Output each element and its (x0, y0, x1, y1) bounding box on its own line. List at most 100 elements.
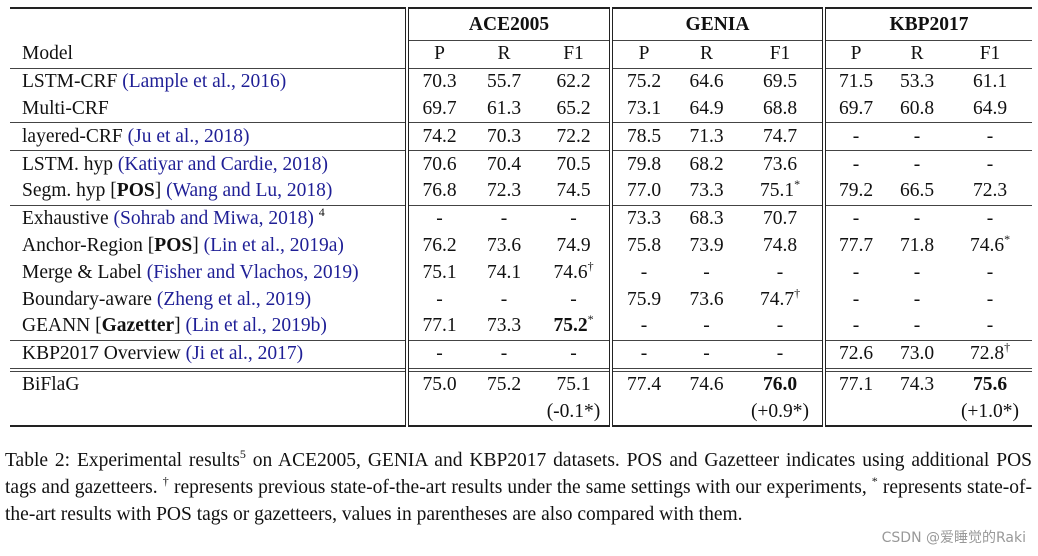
value-cell: 73.3 (470, 313, 538, 340)
value-cell: - (886, 150, 948, 178)
value: 60.8 (899, 97, 935, 119)
value-cell: (-0.1*) (538, 398, 611, 428)
value-cell: (+1.0*) (948, 398, 1032, 428)
metric-header: R (699, 43, 713, 65)
value-cell: 75.1* (738, 178, 824, 205)
significance-mark: † (794, 285, 801, 300)
model-name: Segm. hyp (22, 180, 111, 202)
table-row: (-0.1*) (+0.9*) (+1.0*) (10, 398, 1032, 428)
table-row: GEANN [Gazetter] (Lin et al., 2019b) 77.1… (10, 312, 1032, 341)
model-name: layered-CRF (22, 125, 128, 147)
table-row: layered-CRF (Ju et al., 2018) 74.2 70.3 72.… (10, 122, 1032, 151)
value-cell: 77.0 (609, 177, 675, 206)
value-cell: 79.2 (822, 177, 886, 206)
citation-link[interactable]: (Zheng et al., 2019) (156, 288, 312, 310)
value-cell: 64.9 (948, 96, 1032, 123)
value-cell: 74.8 (738, 233, 824, 260)
value-cell: 70.3 (405, 67, 470, 96)
value: 77.7 (838, 234, 874, 256)
citation-link[interactable]: (Fisher and Vlachos, 2019) (146, 261, 359, 283)
citation-link[interactable]: (Katiyar and Cardie, 2018) (117, 153, 328, 175)
value: - (852, 153, 860, 175)
model-name-cell (10, 398, 407, 428)
citation-link[interactable]: (Sohrab and Miwa, 2018) (113, 208, 314, 230)
table-row: Segm. hyp [POS] (Wang and Lu, 2018) 76.8 7… (10, 177, 1032, 206)
value-cell: - (822, 122, 886, 151)
value: 61.3 (486, 97, 522, 119)
value-cell: 72.3 (470, 178, 538, 205)
value: 75.0 (422, 373, 457, 395)
value: 74.6 (969, 234, 1005, 256)
value-cell: 61.1 (948, 67, 1032, 96)
value-cell: - (822, 150, 886, 178)
citation-link[interactable]: (Lin et al., 2019b) (185, 315, 327, 337)
value-cell: 73.3 (609, 204, 675, 233)
value: - (852, 261, 860, 283)
value: - (703, 315, 710, 337)
value: 73.0 (899, 343, 935, 365)
feature-tag: Gazetter (101, 315, 175, 337)
citation-link[interactable]: (Lample et al., 2016) (122, 71, 287, 93)
value: 70.6 (422, 153, 457, 175)
value: 74.7 (762, 125, 798, 147)
value-cell: - (886, 259, 948, 286)
value: - (703, 261, 710, 283)
value: 53.3 (899, 71, 935, 93)
value-cell: - (948, 150, 1032, 178)
value: - (640, 315, 648, 337)
value-cell (405, 398, 470, 428)
value-cell: - (948, 286, 1032, 313)
value-cell: - (470, 339, 538, 370)
model-name-cell: Anchor-Region [POS] (Lin et al., 2019a) (22, 234, 344, 256)
model-name: Multi-CRF (22, 97, 109, 119)
value: 77.1 (838, 373, 874, 395)
value-cell: 72.2 (538, 122, 611, 151)
value: - (986, 208, 994, 230)
value-cell: 64.6 (675, 67, 738, 96)
value: - (913, 153, 921, 175)
value-cell: - (886, 286, 948, 313)
value-cell: 74.1 (470, 259, 538, 286)
citation-link[interactable]: (Wang and Lu, 2018) (166, 180, 333, 202)
citation-link[interactable]: (Ju et al., 2018) (127, 125, 250, 147)
value: 68.2 (689, 153, 724, 175)
value: - (776, 343, 784, 365)
model-name: BiFlaG (22, 373, 80, 395)
group-header-kbp2017: KBP2017 (822, 7, 1032, 41)
value-cell: - (822, 312, 886, 341)
value: 73.6 (486, 234, 522, 256)
value: 68.8 (762, 97, 798, 119)
value: 77.1 (422, 315, 457, 337)
citation-link[interactable]: (Lin et al., 2019a) (203, 234, 344, 256)
value: - (913, 261, 921, 283)
value: - (913, 208, 921, 230)
value: - (436, 208, 443, 230)
value: - (986, 261, 994, 283)
value: 73.3 (689, 180, 724, 202)
group-header-ace2005: ACE2005 (405, 7, 611, 41)
value-cell: 75.9 (609, 286, 675, 313)
value: 74.3 (899, 373, 935, 395)
value-cell: 76.8 (405, 177, 470, 206)
value: 68.3 (689, 208, 724, 230)
metric-header: P (609, 40, 675, 69)
citation-link[interactable]: (Ji et al., 2017) (185, 343, 304, 365)
value: 74.8 (762, 234, 798, 256)
watermark: CSDN @爱睡觉的Raki (881, 530, 1026, 546)
value: 75.1 (556, 373, 591, 395)
value-cell: - (886, 204, 948, 233)
metric-header: R (497, 43, 511, 65)
table-row: Merge & Label (Fisher and Vlachos, 2019)… (10, 259, 1032, 287)
value-cell: 75.2 (609, 67, 675, 96)
model-name: KBP2017 Overview (22, 343, 186, 365)
value-cell: 77.4 (609, 367, 675, 399)
table-row: Anchor-Region [POS] (Lin et al., 2019a) 7… (10, 232, 1032, 260)
metric-header: P (405, 40, 470, 69)
metric-header-row: Model P R F1 P R F1 P R F1 (10, 40, 1032, 69)
table-row: BiFlaG 75.0 75.2 75.1 77.4 74.6 76.0 77.1 74.3 75… (10, 367, 1032, 399)
value: - (640, 261, 648, 283)
model-name-cell: Merge & Label (Fisher and Vlachos, 2019) (10, 259, 407, 286)
value: 74.6 (689, 373, 724, 395)
value: 73.6 (689, 288, 724, 310)
value: 75.9 (626, 288, 662, 310)
